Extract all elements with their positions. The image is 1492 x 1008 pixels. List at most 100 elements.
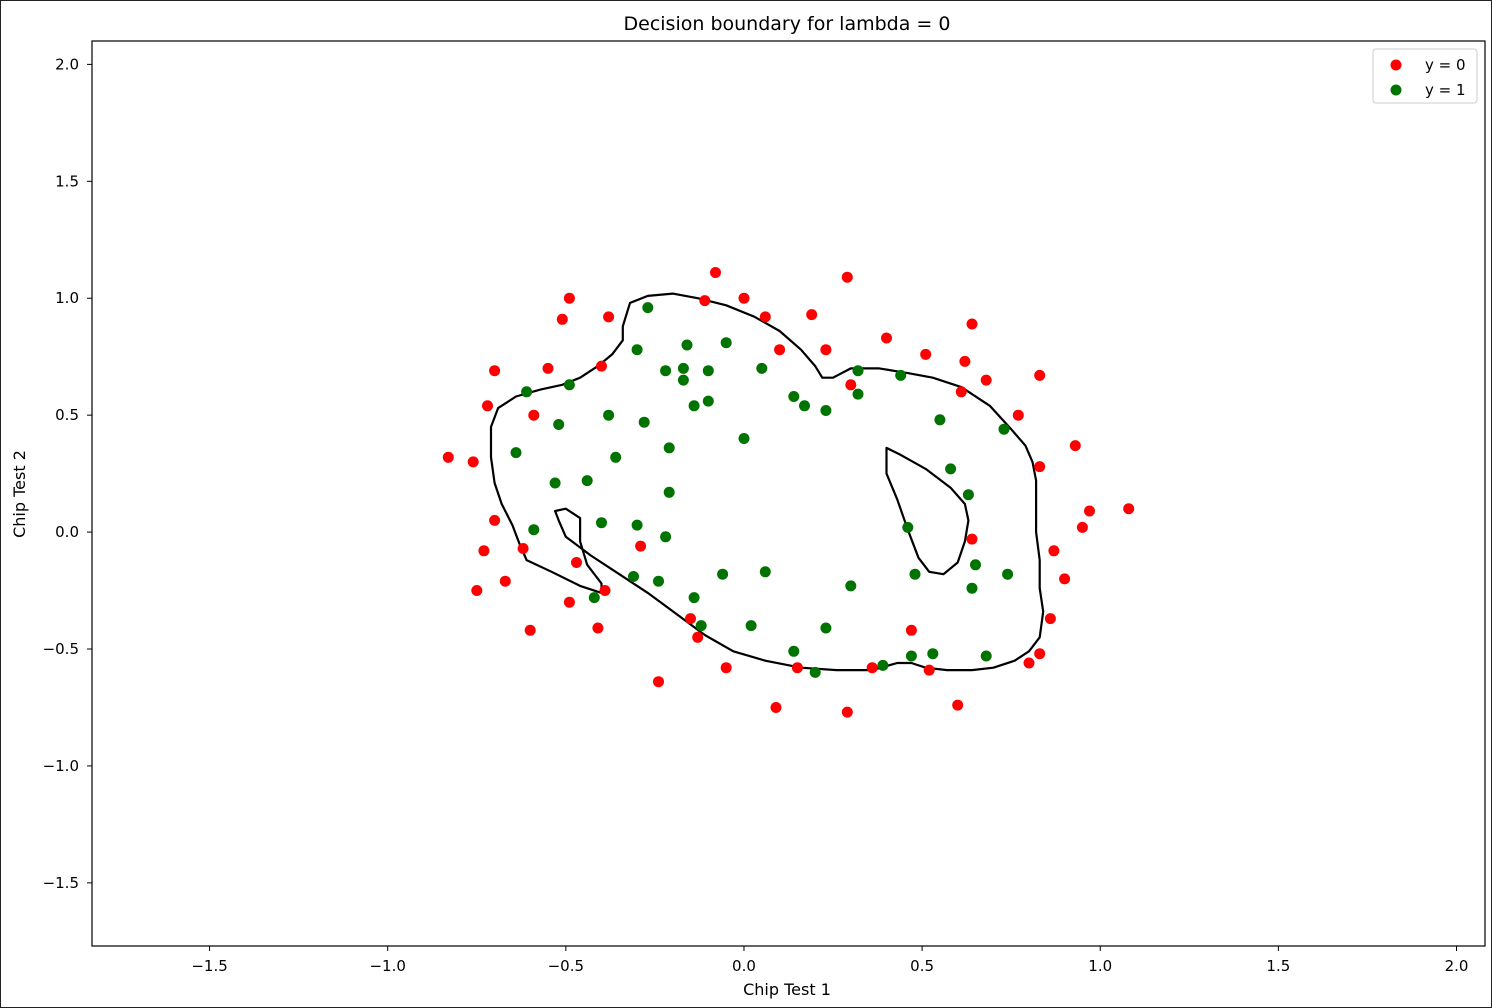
point-y1 [695, 620, 707, 632]
point-y1 [660, 365, 672, 377]
point-y0 [905, 624, 917, 636]
point-y1 [759, 566, 771, 578]
point-y1 [563, 379, 575, 391]
point-y0 [770, 702, 782, 713]
x-tick-label: −1.5 [191, 957, 227, 975]
point-y0 [720, 662, 732, 674]
point-y0 [1034, 648, 1046, 660]
point-y1 [660, 531, 672, 543]
point-y1 [905, 650, 917, 662]
y-axis-label: Chip Test 2 [10, 450, 29, 538]
y-tick-label: −1.5 [43, 874, 79, 892]
point-y1 [688, 592, 700, 604]
point-y1 [581, 475, 593, 487]
point-y1 [663, 486, 675, 498]
y-tick-label: 0.5 [55, 406, 79, 424]
point-y1 [702, 365, 714, 377]
point-y0 [635, 540, 647, 552]
point-y0 [653, 676, 664, 688]
point-y1 [510, 447, 522, 459]
point-y1 [745, 620, 757, 632]
point-y1 [677, 362, 689, 374]
point-y1 [962, 489, 974, 501]
point-y0 [774, 344, 786, 356]
point-y0 [1084, 505, 1095, 517]
legend-marker-y1 [1390, 84, 1402, 96]
point-y0 [881, 332, 892, 344]
boundary-inner-contour [885, 446, 970, 576]
point-y0 [699, 295, 711, 307]
point-y0 [685, 613, 696, 625]
point-y1 [809, 666, 821, 678]
point-y0 [710, 267, 721, 278]
legend-marker-y0 [1390, 59, 1402, 71]
point-y1 [852, 365, 864, 377]
point-y0 [959, 355, 971, 367]
point-y1 [588, 592, 600, 604]
point-y1 [799, 400, 810, 412]
point-y1 [902, 521, 914, 533]
point-y1 [934, 414, 946, 426]
point-y1 [628, 571, 639, 582]
point-y0 [1069, 440, 1081, 452]
point-y1 [945, 463, 957, 475]
point-y0 [1023, 657, 1035, 669]
point-y0 [791, 662, 803, 674]
point-y1 [638, 416, 650, 428]
point-y1 [677, 374, 689, 386]
point-y0 [1076, 521, 1088, 533]
point-y1 [553, 419, 565, 430]
point-y0 [980, 374, 992, 386]
point-y1 [820, 405, 832, 416]
point-y0 [759, 311, 771, 323]
point-y0 [556, 313, 568, 325]
point-y0 [478, 545, 490, 557]
point-y1 [1002, 568, 1014, 580]
point-y1 [702, 395, 714, 407]
point-y0 [542, 362, 554, 374]
plot-area [91, 40, 1486, 947]
point-y0 [482, 400, 493, 412]
point-y0 [467, 456, 479, 468]
point-y0 [738, 292, 750, 304]
point-y1 [852, 388, 864, 400]
point-y1 [756, 362, 768, 374]
point-y1 [717, 568, 729, 580]
point-y0 [489, 365, 501, 377]
point-y1 [966, 582, 978, 594]
point-y1 [820, 622, 832, 634]
point-y0 [471, 585, 483, 596]
point-y0 [1123, 503, 1135, 515]
x-tick-label: 1.0 [1088, 957, 1112, 975]
y-tick-label: 1.5 [55, 172, 79, 190]
y-tick-label: −1.0 [43, 757, 79, 775]
x-tick-label: 0.5 [910, 957, 934, 975]
y-tick-label: 0.0 [55, 523, 79, 541]
point-y1 [631, 344, 643, 356]
point-y1 [877, 659, 889, 671]
point-y0 [820, 344, 832, 356]
point-y0 [841, 271, 853, 283]
point-y0 [1012, 409, 1024, 421]
point-y0 [966, 318, 978, 330]
point-y0 [966, 533, 978, 545]
point-y1 [788, 391, 800, 402]
point-y0 [1034, 369, 1046, 381]
point-y0 [955, 386, 967, 398]
point-y1 [653, 575, 664, 587]
point-y1 [980, 650, 992, 662]
x-tick-label: 0.0 [732, 957, 756, 975]
point-y0 [866, 662, 878, 674]
point-y1 [720, 337, 732, 349]
point-y1 [549, 477, 561, 489]
x-tick-label: 2.0 [1445, 957, 1469, 975]
y-tick-label: −0.5 [43, 640, 79, 658]
point-y1 [909, 568, 921, 580]
axis-ticks: −1.5 −1.0 −0.5 0.0 0.5 1.0 1.5 2.0 −1.5 −1.0 −0.5 0… [43, 55, 1469, 975]
legend-label-y0: y = 0 [1425, 56, 1466, 74]
legend-label-y1: y = 1 [1425, 81, 1466, 99]
point-y0 [1048, 545, 1060, 557]
point-y0 [528, 409, 540, 421]
point-y1 [528, 524, 540, 536]
